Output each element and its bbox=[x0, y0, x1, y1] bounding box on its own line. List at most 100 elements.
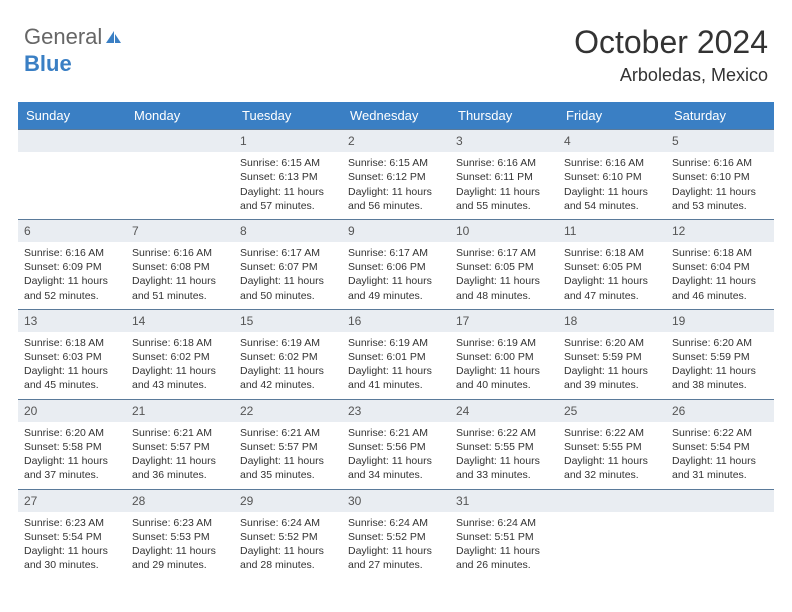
daylight-text-2: and 56 minutes. bbox=[348, 199, 444, 213]
sunset-text: Sunset: 6:02 PM bbox=[240, 350, 336, 364]
sunset-text: Sunset: 6:06 PM bbox=[348, 260, 444, 274]
daylight-text-1: Daylight: 11 hours bbox=[24, 274, 120, 288]
daylight-text-2: and 31 minutes. bbox=[672, 468, 768, 482]
sunrise-text: Sunrise: 6:24 AM bbox=[456, 516, 552, 530]
daylight-text-2: and 53 minutes. bbox=[672, 199, 768, 213]
sunset-text: Sunset: 6:02 PM bbox=[132, 350, 228, 364]
daylight-text-1: Daylight: 11 hours bbox=[132, 364, 228, 378]
sunset-text: Sunset: 5:55 PM bbox=[456, 440, 552, 454]
daylight-text-1: Daylight: 11 hours bbox=[240, 364, 336, 378]
sunrise-text: Sunrise: 6:19 AM bbox=[348, 336, 444, 350]
sunset-text: Sunset: 5:53 PM bbox=[132, 530, 228, 544]
daylight-text-2: and 34 minutes. bbox=[348, 468, 444, 482]
sunrise-text: Sunrise: 6:16 AM bbox=[672, 156, 768, 170]
calendar-day-cell: 8Sunrise: 6:17 AMSunset: 6:07 PMDaylight… bbox=[234, 219, 342, 309]
daylight-text-1: Daylight: 11 hours bbox=[456, 544, 552, 558]
day-number: 19 bbox=[666, 309, 774, 332]
weekday-label: Tuesday bbox=[234, 102, 342, 129]
sunrise-text: Sunrise: 6:20 AM bbox=[564, 336, 660, 350]
day-number: 8 bbox=[234, 219, 342, 242]
day-number: 25 bbox=[558, 399, 666, 422]
daylight-text-1: Daylight: 11 hours bbox=[672, 364, 768, 378]
calendar-day-cell: 29Sunrise: 6:24 AMSunset: 5:52 PMDayligh… bbox=[234, 489, 342, 579]
day-number: 14 bbox=[126, 309, 234, 332]
sunset-text: Sunset: 5:57 PM bbox=[132, 440, 228, 454]
daylight-text-1: Daylight: 11 hours bbox=[24, 364, 120, 378]
day-number: 24 bbox=[450, 399, 558, 422]
daylight-text-2: and 40 minutes. bbox=[456, 378, 552, 392]
calendar-week-row: 27Sunrise: 6:23 AMSunset: 5:54 PMDayligh… bbox=[18, 489, 774, 579]
sunset-text: Sunset: 6:07 PM bbox=[240, 260, 336, 274]
calendar-day-cell: 5Sunrise: 6:16 AMSunset: 6:10 PMDaylight… bbox=[666, 129, 774, 219]
day-number: 1 bbox=[234, 129, 342, 152]
calendar-day-cell: 24Sunrise: 6:22 AMSunset: 5:55 PMDayligh… bbox=[450, 399, 558, 489]
location-subtitle: Arboledas, Mexico bbox=[574, 65, 768, 86]
calendar-day-cell: 15Sunrise: 6:19 AMSunset: 6:02 PMDayligh… bbox=[234, 309, 342, 399]
calendar-day-cell: 20Sunrise: 6:20 AMSunset: 5:58 PMDayligh… bbox=[18, 399, 126, 489]
sunrise-text: Sunrise: 6:18 AM bbox=[672, 246, 768, 260]
day-number: 16 bbox=[342, 309, 450, 332]
sunset-text: Sunset: 6:11 PM bbox=[456, 170, 552, 184]
daylight-text-1: Daylight: 11 hours bbox=[240, 544, 336, 558]
day-number: 6 bbox=[18, 219, 126, 242]
sunset-text: Sunset: 6:04 PM bbox=[672, 260, 768, 274]
calendar-day-cell: 12Sunrise: 6:18 AMSunset: 6:04 PMDayligh… bbox=[666, 219, 774, 309]
logo: General Blue bbox=[24, 24, 124, 77]
sunrise-text: Sunrise: 6:21 AM bbox=[348, 426, 444, 440]
day-number: 11 bbox=[558, 219, 666, 242]
daylight-text-1: Daylight: 11 hours bbox=[672, 185, 768, 199]
calendar-week-row: 6Sunrise: 6:16 AMSunset: 6:09 PMDaylight… bbox=[18, 219, 774, 309]
calendar-week-row: 13Sunrise: 6:18 AMSunset: 6:03 PMDayligh… bbox=[18, 309, 774, 399]
daylight-text-1: Daylight: 11 hours bbox=[456, 185, 552, 199]
daylight-text-2: and 32 minutes. bbox=[564, 468, 660, 482]
daylight-text-2: and 35 minutes. bbox=[240, 468, 336, 482]
sunrise-text: Sunrise: 6:17 AM bbox=[240, 246, 336, 260]
day-number: 20 bbox=[18, 399, 126, 422]
sunrise-text: Sunrise: 6:24 AM bbox=[348, 516, 444, 530]
daylight-text-2: and 47 minutes. bbox=[564, 289, 660, 303]
sunrise-text: Sunrise: 6:24 AM bbox=[240, 516, 336, 530]
weekday-label: Thursday bbox=[450, 102, 558, 129]
day-number: 5 bbox=[666, 129, 774, 152]
weekday-label: Saturday bbox=[666, 102, 774, 129]
day-number: 12 bbox=[666, 219, 774, 242]
sunrise-text: Sunrise: 6:19 AM bbox=[240, 336, 336, 350]
calendar-day-cell: 1Sunrise: 6:15 AMSunset: 6:13 PMDaylight… bbox=[234, 129, 342, 219]
daylight-text-1: Daylight: 11 hours bbox=[24, 454, 120, 468]
daylight-text-2: and 57 minutes. bbox=[240, 199, 336, 213]
daylight-text-1: Daylight: 11 hours bbox=[348, 185, 444, 199]
weekday-header: Sunday Monday Tuesday Wednesday Thursday… bbox=[18, 102, 774, 129]
day-number bbox=[558, 489, 666, 512]
day-number: 7 bbox=[126, 219, 234, 242]
daylight-text-2: and 50 minutes. bbox=[240, 289, 336, 303]
day-number: 4 bbox=[558, 129, 666, 152]
sunset-text: Sunset: 5:52 PM bbox=[348, 530, 444, 544]
daylight-text-1: Daylight: 11 hours bbox=[564, 185, 660, 199]
daylight-text-1: Daylight: 11 hours bbox=[564, 274, 660, 288]
sunset-text: Sunset: 6:01 PM bbox=[348, 350, 444, 364]
daylight-text-2: and 37 minutes. bbox=[24, 468, 120, 482]
calendar-week-row: 20Sunrise: 6:20 AMSunset: 5:58 PMDayligh… bbox=[18, 399, 774, 489]
daylight-text-2: and 38 minutes. bbox=[672, 378, 768, 392]
daylight-text-2: and 27 minutes. bbox=[348, 558, 444, 572]
sunrise-text: Sunrise: 6:18 AM bbox=[24, 336, 120, 350]
daylight-text-1: Daylight: 11 hours bbox=[132, 454, 228, 468]
daylight-text-2: and 29 minutes. bbox=[132, 558, 228, 572]
day-number: 18 bbox=[558, 309, 666, 332]
sunset-text: Sunset: 5:55 PM bbox=[564, 440, 660, 454]
sunset-text: Sunset: 6:09 PM bbox=[24, 260, 120, 274]
calendar-day-cell: 2Sunrise: 6:15 AMSunset: 6:12 PMDaylight… bbox=[342, 129, 450, 219]
sunset-text: Sunset: 5:59 PM bbox=[564, 350, 660, 364]
sunrise-text: Sunrise: 6:16 AM bbox=[564, 156, 660, 170]
daylight-text-1: Daylight: 11 hours bbox=[564, 364, 660, 378]
sunset-text: Sunset: 5:59 PM bbox=[672, 350, 768, 364]
sunset-text: Sunset: 6:05 PM bbox=[564, 260, 660, 274]
sunrise-text: Sunrise: 6:18 AM bbox=[132, 336, 228, 350]
day-number: 3 bbox=[450, 129, 558, 152]
daylight-text-2: and 51 minutes. bbox=[132, 289, 228, 303]
daylight-text-2: and 45 minutes. bbox=[24, 378, 120, 392]
daylight-text-2: and 48 minutes. bbox=[456, 289, 552, 303]
weekday-label: Wednesday bbox=[342, 102, 450, 129]
day-number bbox=[18, 129, 126, 152]
sunrise-text: Sunrise: 6:20 AM bbox=[24, 426, 120, 440]
